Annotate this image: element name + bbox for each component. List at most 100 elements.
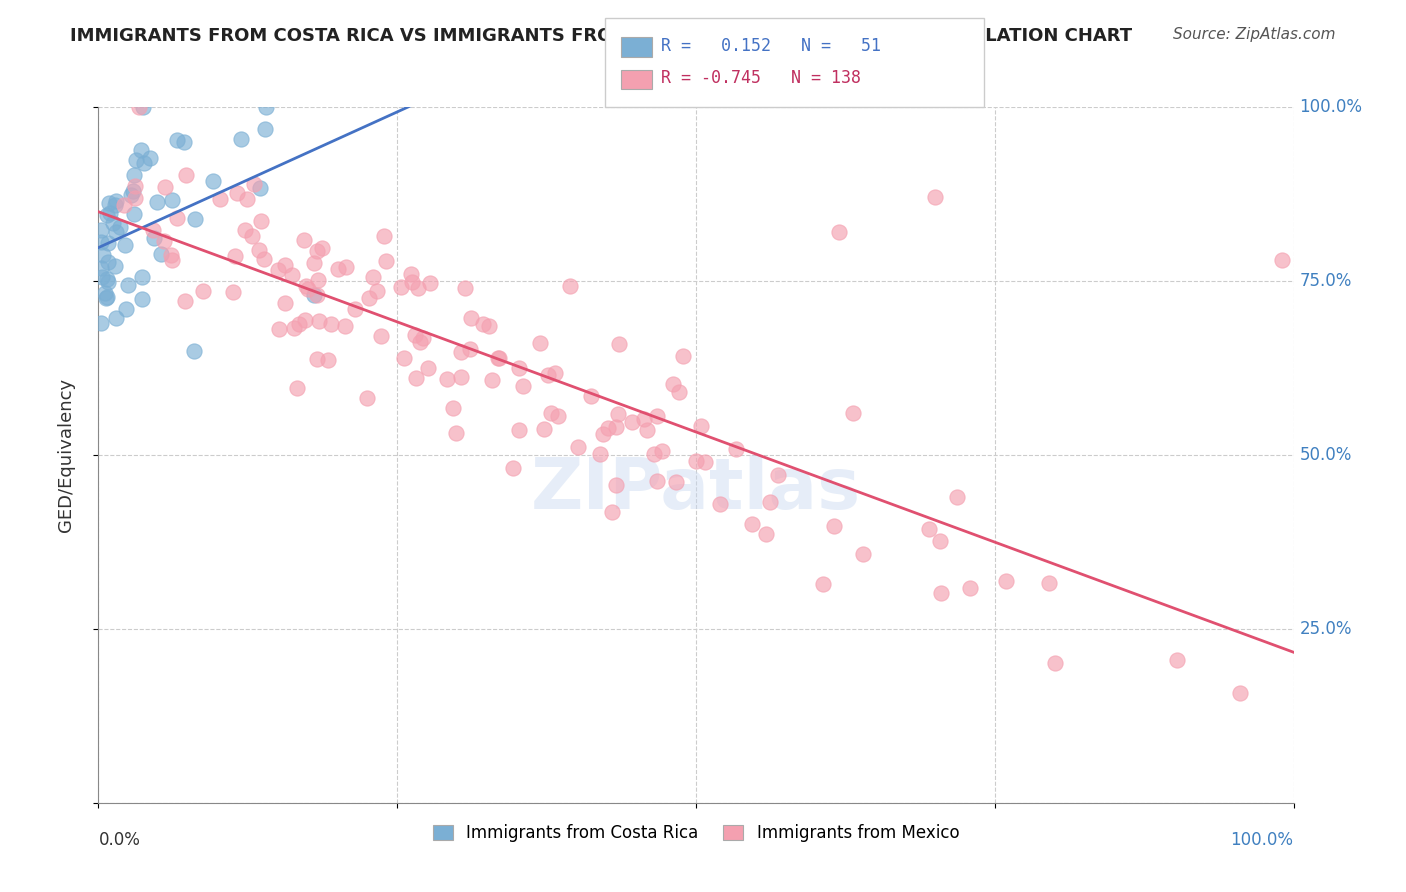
Point: [104, 198, 127, 212]
Point: [146, 195, 169, 210]
Point: [242, 177, 264, 191]
Point: [633, 411, 655, 425]
Point: [316, 353, 339, 368]
Point: [90, 261, 112, 276]
Point: [249, 181, 271, 195]
Point: [173, 294, 195, 309]
Point: [125, 153, 148, 168]
Point: [366, 284, 388, 298]
Point: [852, 547, 875, 561]
Point: [166, 211, 188, 225]
Point: [471, 318, 494, 332]
Point: [90, 269, 112, 284]
Point: [709, 497, 731, 511]
Point: [406, 281, 429, 295]
Point: [173, 135, 195, 149]
Point: [302, 288, 325, 302]
Point: [240, 228, 263, 243]
Point: [110, 219, 132, 234]
Point: [488, 351, 510, 365]
Point: [283, 320, 305, 334]
Point: [544, 366, 567, 380]
Point: [1038, 576, 1060, 591]
Point: [229, 132, 252, 146]
Point: [695, 455, 717, 469]
Point: [540, 406, 562, 420]
Point: [105, 225, 128, 239]
Point: [90, 222, 112, 236]
Point: [120, 188, 142, 202]
Point: [183, 212, 205, 227]
Point: [636, 424, 658, 438]
Point: [96, 208, 118, 222]
Point: [373, 229, 395, 244]
Text: Source: ZipAtlas.com: Source: ZipAtlas.com: [1173, 27, 1336, 42]
Point: [294, 313, 316, 327]
Point: [97, 235, 120, 250]
Point: [361, 269, 384, 284]
Point: [209, 192, 232, 206]
Point: [1229, 686, 1251, 700]
Point: [274, 295, 297, 310]
Point: [250, 214, 273, 228]
Point: [356, 391, 378, 405]
Point: [512, 378, 534, 392]
Point: [131, 143, 153, 157]
Point: [596, 420, 619, 434]
Point: [645, 474, 668, 488]
Text: 100.0%: 100.0%: [1299, 98, 1362, 116]
Point: [647, 409, 669, 424]
Point: [96, 272, 118, 286]
Text: IMMIGRANTS FROM COSTA RICA VS IMMIGRANTS FROM MEXICO GED/EQUIVALENCY CORRELATION: IMMIGRANTS FROM COSTA RICA VS IMMIGRANTS…: [70, 27, 1132, 45]
Point: [671, 349, 693, 363]
Point: [946, 490, 969, 504]
Point: [94, 291, 117, 305]
Point: [478, 319, 501, 334]
Point: [97, 255, 120, 269]
Point: [450, 370, 472, 384]
Point: [995, 574, 1018, 588]
Text: R =   0.152   N =   51: R = 0.152 N = 51: [661, 37, 880, 55]
Point: [607, 337, 630, 351]
Point: [643, 446, 665, 460]
Point: [444, 426, 467, 441]
Point: [174, 168, 197, 182]
Point: [166, 133, 188, 147]
Point: [308, 314, 330, 328]
Point: [266, 263, 288, 277]
Point: [959, 581, 981, 595]
Text: 0.0%: 0.0%: [98, 830, 141, 848]
Point: [139, 152, 162, 166]
Point: [929, 585, 952, 599]
Point: [247, 243, 270, 257]
Point: [93, 286, 115, 301]
Point: [488, 351, 510, 365]
Point: [131, 269, 153, 284]
Point: [441, 401, 464, 415]
Point: [153, 180, 176, 194]
Point: [357, 291, 380, 305]
Point: [90, 235, 112, 249]
Point: [1043, 657, 1066, 671]
Point: [128, 100, 150, 114]
Point: [159, 248, 181, 262]
Point: [502, 461, 524, 475]
Point: [131, 292, 153, 306]
Point: [160, 252, 183, 267]
Point: [153, 234, 176, 248]
Point: [307, 273, 329, 287]
Point: [665, 475, 688, 490]
Point: [460, 342, 482, 356]
Point: [607, 407, 630, 421]
Point: [758, 495, 780, 509]
Point: [253, 252, 276, 266]
Point: [142, 222, 165, 236]
Text: 25.0%: 25.0%: [1299, 620, 1353, 638]
Point: [605, 477, 627, 491]
Point: [183, 343, 205, 358]
Point: [96, 290, 118, 304]
Point: [370, 329, 392, 343]
Text: 100.0%: 100.0%: [1230, 830, 1294, 848]
Point: [254, 100, 277, 114]
Point: [537, 368, 560, 382]
